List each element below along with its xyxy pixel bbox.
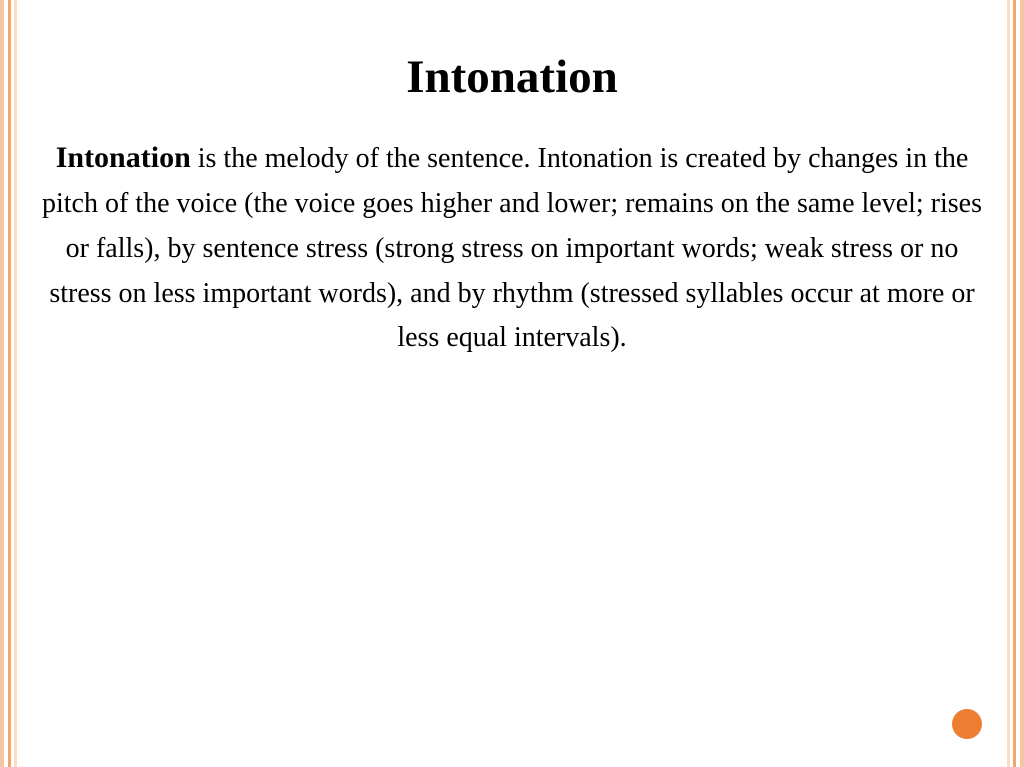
stripe-right-inner	[1007, 0, 1010, 767]
accent-dot-icon	[952, 709, 982, 739]
stripe-left-outer	[0, 0, 4, 767]
slide-title: Intonation	[30, 50, 994, 104]
slide-content: Intonation Intonation is the melody of t…	[30, 50, 994, 361]
lead-word: Intonation	[56, 141, 191, 174]
body-rest: is the melody of the sentence. Intonatio…	[42, 143, 982, 353]
stripe-left-mid	[8, 0, 11, 767]
slide-body: Intonation is the melody of the sentence…	[30, 134, 994, 361]
border-left	[0, 0, 20, 767]
stripe-left-inner	[14, 0, 17, 767]
border-right	[1004, 0, 1024, 767]
stripe-right-outer	[1020, 0, 1024, 767]
stripe-right-mid	[1013, 0, 1016, 767]
